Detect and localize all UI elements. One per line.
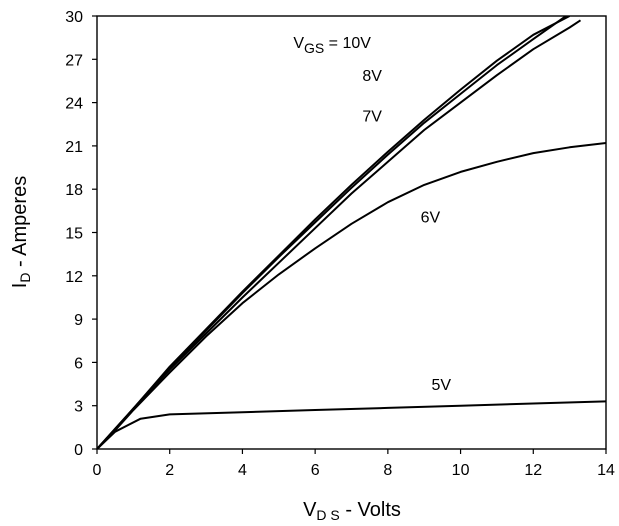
series-annotation: 8V	[362, 68, 382, 85]
x-axis-ticks: 0 2 4 6 8 10 12 14	[93, 449, 615, 479]
series-line-5v	[97, 400, 606, 449]
y-tick-label: 0	[74, 442, 83, 459]
series-annotation: 7V	[362, 108, 382, 125]
series-layer	[97, 16, 606, 449]
y-tick-label: 30	[65, 9, 83, 26]
x-axis-title: VD S - Volts	[303, 499, 401, 523]
x-tick-label: 0	[93, 462, 102, 479]
annotation-layer: VGS = 10V 8V 7V 6V 5V	[293, 35, 451, 394]
series-line-8v	[97, 16, 567, 449]
plot-frame	[96, 15, 607, 450]
y-tick-label: 15	[65, 226, 83, 243]
series-line-7v	[97, 19, 582, 449]
x-tick-label: 8	[383, 462, 392, 479]
series-line-6v	[97, 142, 606, 449]
x-tick-label: 14	[597, 462, 615, 479]
y-tick-label: 24	[65, 96, 83, 113]
plot-area	[96, 15, 607, 450]
y-tick-label: 12	[65, 269, 83, 286]
y-tick-label: 27	[65, 52, 83, 69]
x-tick-label: 4	[238, 462, 247, 479]
y-axis-ticks: 0 3 6 9 12 15 18 21 24 27 30	[65, 9, 97, 459]
x-tick-label: 10	[452, 462, 470, 479]
y-tick-label: 21	[65, 139, 83, 156]
x-tick-label: 12	[524, 462, 542, 479]
x-tick-label: 2	[165, 462, 174, 479]
y-tick-label: 6	[74, 355, 83, 372]
series-line-10v	[97, 16, 571, 449]
y-tick-label: 18	[65, 182, 83, 199]
y-tick-label: 3	[74, 399, 83, 416]
y-axis-title: ID - Amperes	[9, 176, 33, 288]
y-tick-label: 9	[74, 312, 83, 329]
series-annotation: 5V	[431, 377, 451, 394]
series-annotation: VGS = 10V	[293, 35, 371, 56]
series-annotation: 6V	[421, 209, 441, 226]
x-tick-label: 6	[311, 462, 320, 479]
